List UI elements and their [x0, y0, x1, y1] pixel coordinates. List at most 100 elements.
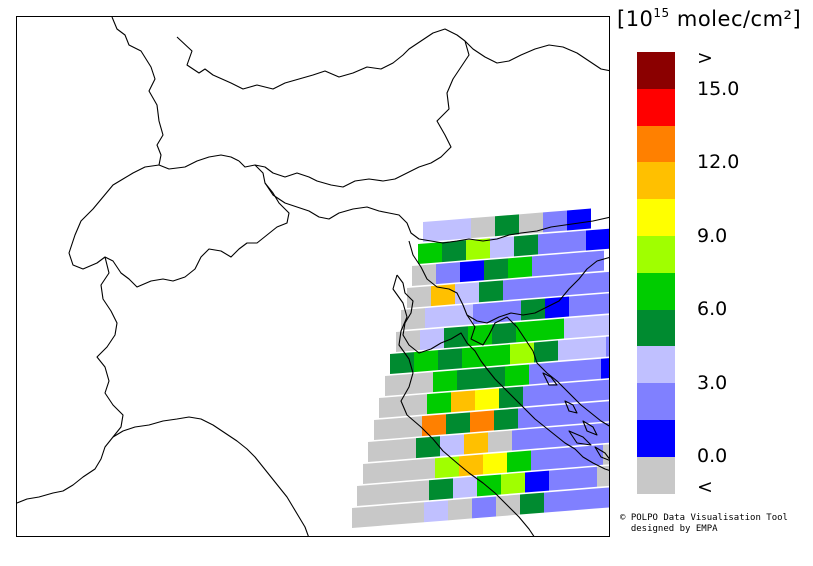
swath-pixel — [606, 336, 609, 357]
legend-swatch — [637, 52, 675, 89]
swath-pixel — [520, 492, 544, 515]
swath-pixel — [400, 502, 424, 525]
legend-swatch — [637, 272, 675, 310]
swath-pixel — [446, 412, 470, 435]
swath-pixel — [595, 379, 609, 401]
swath-pixel — [457, 368, 481, 391]
swath-pixel — [447, 218, 471, 241]
swath-pixel — [490, 236, 514, 259]
swath-pixel — [529, 362, 553, 385]
swath-pixel — [455, 282, 479, 305]
swath-pixel — [352, 506, 376, 528]
swath-pixel — [451, 390, 475, 413]
legend-label-6: 6.0 — [697, 298, 728, 320]
swath-pixel — [508, 256, 532, 279]
swath-pixel — [436, 262, 460, 285]
swath-pixel — [549, 468, 573, 491]
swath-pixel — [523, 384, 547, 407]
swath-pixel — [466, 238, 490, 261]
unit-exponent: 15 — [653, 6, 670, 20]
swath-pixel — [499, 386, 523, 409]
legend-swatch — [637, 309, 675, 347]
credit-line-2: designed by EMPA — [620, 524, 718, 534]
swath-pixel — [597, 465, 609, 487]
swath-pixel — [588, 314, 609, 337]
swath-pixel — [544, 490, 568, 513]
legend-swatch — [637, 456, 675, 494]
swath-pixel — [592, 487, 609, 509]
swath-pixel — [401, 308, 425, 330]
swath-pixel — [608, 422, 609, 443]
swath-pixel — [484, 258, 508, 281]
swath-pixel — [429, 478, 453, 501]
swath-pixel — [599, 271, 609, 293]
swath-pixel — [532, 254, 556, 277]
swath-pixel — [603, 444, 609, 465]
map-canvas — [17, 17, 609, 536]
unit-rest: molec/cm²] — [669, 7, 802, 31]
swath-pixel — [488, 430, 512, 453]
swath-pixel — [540, 318, 564, 341]
legend-label-over: > — [697, 47, 713, 69]
swath-pixel — [519, 212, 543, 235]
swath-pixel — [472, 496, 496, 519]
swath-pixel — [453, 476, 477, 499]
swath-pixel — [403, 394, 427, 417]
swath-pixel — [470, 410, 494, 433]
swath-pixel — [420, 328, 444, 351]
swath-pixel — [601, 358, 609, 379]
swath-pixel — [590, 401, 609, 423]
swath-pixel — [579, 444, 603, 467]
legend-label-15: 15.0 — [697, 78, 740, 100]
swath-pixel — [449, 304, 473, 327]
swath-pixel — [586, 228, 609, 251]
swath-pixel — [475, 388, 499, 411]
country-borders — [17, 17, 609, 536]
island-4 — [568, 430, 592, 446]
swath-pixel — [558, 338, 582, 361]
swath-pixel — [555, 446, 579, 469]
swath-pixel — [459, 454, 483, 477]
swath-pixel — [431, 284, 455, 307]
legend-swatch — [637, 88, 675, 126]
swath-pixel — [582, 336, 606, 359]
swath-pixel — [412, 264, 436, 286]
map-panel — [16, 16, 610, 537]
swath-pixel — [424, 500, 448, 523]
swath-pixel — [392, 438, 416, 461]
swath-pixel — [516, 320, 540, 343]
swath-pixel — [471, 216, 495, 239]
swath-pixel — [492, 322, 516, 345]
swath-pixel — [553, 360, 577, 383]
swath-pixel — [501, 472, 525, 495]
swath-pixel — [368, 440, 392, 462]
swath-pixel — [571, 380, 595, 403]
border-germany-north-austria — [238, 40, 470, 188]
swath-pixel — [503, 278, 527, 301]
legend-swatch — [637, 235, 675, 273]
swath-pixel — [507, 450, 531, 473]
swath-pixel — [556, 252, 580, 275]
swath-pixel — [477, 474, 501, 497]
swath-pixel — [363, 462, 387, 484]
legend-unit-label: [1015 molec/cm²] — [617, 6, 801, 31]
swath-pixel — [464, 432, 488, 455]
swath-pixel — [505, 364, 529, 387]
border-france-germany — [111, 17, 240, 170]
swath-pixel — [473, 302, 497, 325]
swath-pixel — [442, 240, 466, 263]
swath-pixel — [440, 434, 464, 457]
border-france-italy — [17, 256, 124, 504]
swath-pixel — [385, 374, 409, 396]
swath-pixel — [564, 316, 588, 339]
swath-pixel — [562, 230, 586, 253]
swath-pixel — [444, 326, 468, 349]
swath-pixel — [407, 286, 431, 308]
swath-pixel — [486, 344, 510, 367]
legend-label-3: 3.0 — [697, 372, 728, 394]
coastline-istria — [466, 314, 609, 427]
swath-pixel — [494, 408, 518, 431]
swath-pixel — [534, 340, 558, 363]
swath-pixel — [568, 488, 592, 511]
legend-swatch — [637, 346, 675, 384]
